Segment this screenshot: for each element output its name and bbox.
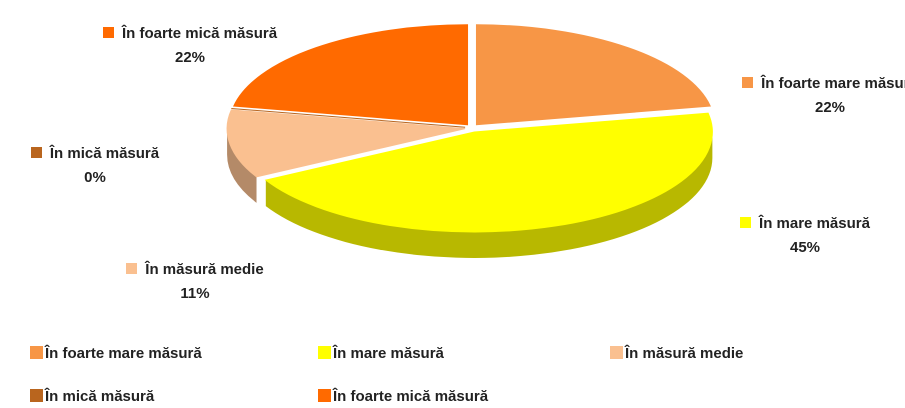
data-label-swatch (102, 27, 114, 38)
data-label-swatch (740, 217, 752, 228)
legend-swatch (318, 389, 331, 402)
data-label-value: 45% (789, 239, 821, 256)
legend-swatch (30, 346, 43, 359)
slice (226, 109, 466, 178)
data-label-name-row: În mică măsură (0, 142, 190, 166)
legend-swatch (30, 389, 43, 402)
data-label-name-row: În foarte mică măsură (95, 22, 285, 46)
data-label-name: În foarte mică măsură (121, 25, 278, 42)
data-label-name: În mică măsură (49, 145, 160, 162)
legend-item: În măsură medie (610, 345, 743, 362)
data-label-value: 11% (180, 285, 210, 302)
data-label-name-row: În foarte mare măsură (735, 72, 905, 96)
slice-side (265, 131, 713, 258)
legend-item: În mare măsură (318, 345, 444, 362)
data-label-value: 0% (84, 169, 106, 186)
data-label-value: 22% (814, 99, 846, 116)
data-label: În mică măsură 0% (0, 142, 190, 190)
data-label-swatch (126, 263, 138, 274)
legend-item: În foarte mică măsură (318, 388, 488, 405)
data-label-name: În mare măsură (759, 215, 870, 232)
legend-swatch (610, 346, 623, 359)
slice (233, 24, 469, 126)
data-label-value: 22% (174, 49, 206, 66)
legend-label: În măsură medie (625, 345, 744, 362)
legend-item: În foarte mare măsură (30, 345, 202, 362)
data-label-name-row: În mare măsură (710, 212, 900, 236)
legend-label: În foarte mică măsură (333, 388, 489, 405)
data-label-name: În foarte mare măsură (761, 75, 905, 92)
data-label-swatch (742, 77, 754, 88)
legend-swatch (318, 346, 331, 359)
data-label-name: În măsură medie (145, 261, 264, 278)
data-label-name-row: În măsură medie (100, 258, 290, 282)
data-label: În foarte mică măsură 22% (95, 22, 285, 70)
slice (475, 24, 711, 126)
legend-label: În mică măsură (45, 388, 155, 405)
data-label: În mare măsură 45% (710, 212, 900, 260)
data-label-swatch (30, 147, 42, 158)
legend-label: În mare măsură (333, 345, 444, 362)
legend-item: În mică măsură (30, 388, 154, 405)
slice-side (227, 128, 257, 203)
data-label: În măsură medie 11% (100, 258, 290, 306)
slice (264, 112, 713, 233)
slice (231, 107, 466, 128)
legend-label: În foarte mare măsură (45, 345, 202, 362)
data-label: În foarte mare măsură 22% (735, 72, 905, 120)
